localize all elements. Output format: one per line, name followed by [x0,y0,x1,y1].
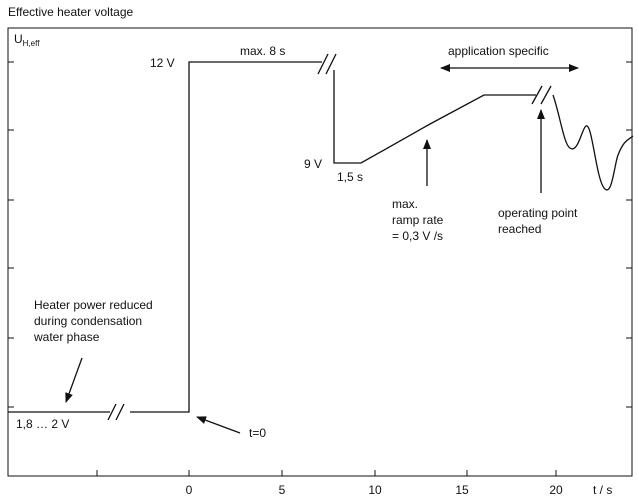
plot-frame [7,27,633,477]
y-axis-label: UH,eff [14,32,40,48]
x-tick-label-15: 15 [455,483,469,497]
level-label-12v: 12 V [150,56,175,70]
x-tick-label-10: 10 [368,483,382,497]
x-axis-unit: t / s [593,483,612,497]
break-marker-operating [531,85,552,105]
ramp-rate-label: max. ramp rate = 0,3 V /s [392,197,447,243]
t-zero-arrow [196,416,241,434]
voltage-curve [8,61,634,413]
y-axis-ticks [8,61,632,408]
x-tick-label-20: 20 [549,483,563,497]
condensation-arrow [65,357,83,403]
application-specific-label: application specific [448,44,549,58]
break-marker-high [317,53,337,75]
operating-point-label: operating point reached [498,206,581,236]
x-axis-ticks [96,470,557,476]
diagram-title: Effective heater voltage [8,5,134,19]
hold-time-label: 1,5 s [337,170,363,184]
level-label-9v: 9 V [304,157,322,171]
max-duration-label: max. 8 s [240,44,285,58]
break-marker-low [107,403,125,421]
level-label-low: 1,8 … 2 V [16,417,69,431]
x-tick-label-0: 0 [186,483,193,497]
x-tick-label-5: 5 [279,483,286,497]
condensation-label: Heater power reduced during condensation… [33,298,156,344]
t-zero-label: t=0 [249,426,266,440]
